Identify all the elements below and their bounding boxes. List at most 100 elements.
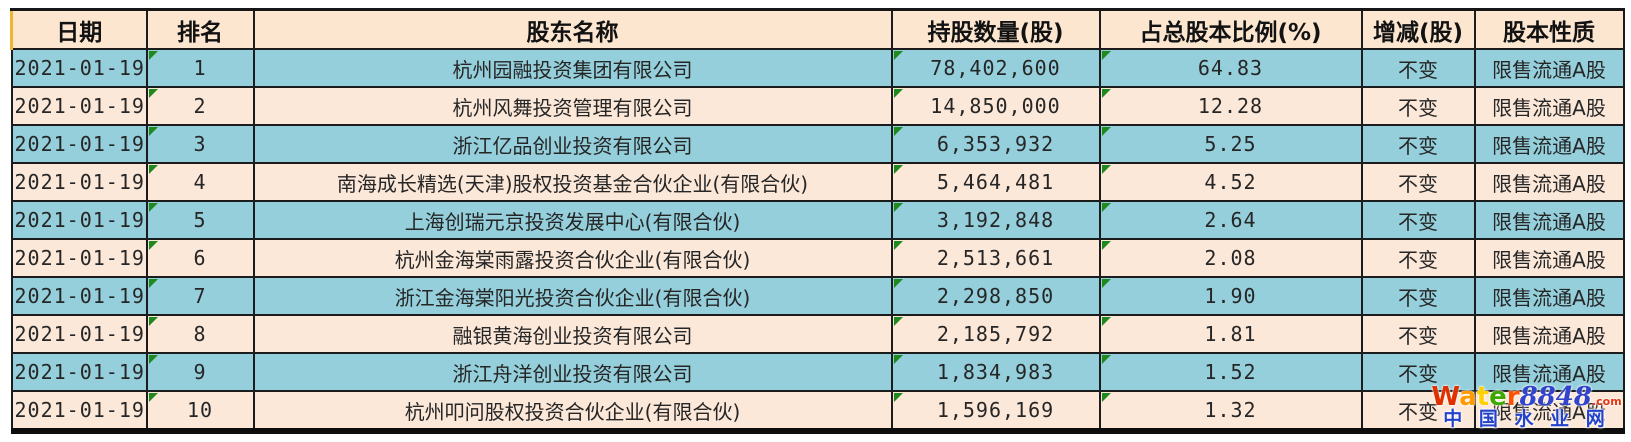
green-corner-flag-icon	[1101, 241, 1111, 250]
green-corner-flag-icon	[1101, 51, 1111, 60]
cell-shares: 3,192,848	[890, 200, 1101, 240]
cell-date: 2021-01-19	[10, 162, 148, 202]
green-corner-flag-icon	[1101, 165, 1111, 174]
table-row: 2021-01-19 7 浙江金海棠阳光投资合伙企业(有限合伙) 2,298,8…	[10, 276, 1625, 316]
change-value: 不变	[1398, 323, 1438, 348]
table-row: 2021-01-19 6 杭州金海棠雨露投资合伙企业(有限合伙) 2,513,6…	[10, 238, 1625, 278]
green-corner-flag-icon	[893, 89, 903, 98]
cell-shareholder-name: 融银黄海创业投资有限公司	[252, 314, 893, 354]
shareholder-name-value: 杭州金海棠雨露投资合伙企业(有限合伙)	[394, 247, 751, 272]
cell-shares: 14,850,000	[890, 86, 1101, 126]
cell-shares: 2,185,792	[890, 314, 1101, 354]
cell-nature: 限售流通A股	[1473, 352, 1625, 392]
change-value: 不变	[1398, 209, 1438, 234]
shares-value: 5,464,481	[936, 170, 1055, 194]
green-corner-flag-icon	[893, 355, 903, 364]
cell-percent: 1.90	[1098, 276, 1363, 316]
col-header-date: 日期	[10, 8, 148, 50]
watermark-brand: Water8848.com	[1424, 381, 1629, 412]
col-header-change: 增减(股)	[1360, 8, 1476, 50]
cell-percent: 2.64	[1098, 200, 1363, 240]
cell-change: 不变	[1360, 86, 1476, 126]
cell-change: 不变	[1360, 48, 1476, 88]
green-corner-flag-icon	[148, 279, 158, 288]
green-corner-flag-icon	[893, 393, 903, 402]
cell-shareholder-name: 上海创瑞元京投资发展中心(有限合伙)	[252, 200, 893, 240]
nature-value: 限售流通A股	[1492, 399, 1606, 424]
green-corner-flag-icon	[1101, 279, 1111, 288]
shareholder-name-value: 杭州叩问股权投资合伙企业(有限合伙)	[404, 399, 741, 424]
cell-date: 2021-01-19	[10, 238, 148, 278]
shareholder-name-value: 融银黄海创业投资有限公司	[452, 323, 693, 348]
cell-nature: 限售流通A股	[1473, 162, 1625, 202]
rank-value: 7	[193, 284, 207, 308]
cell-rank: 2	[145, 86, 255, 126]
nature-value: 限售流通A股	[1492, 209, 1606, 234]
green-corner-flag-icon	[148, 51, 158, 60]
green-corner-flag-icon	[893, 165, 903, 174]
watermark-letter: 8	[1573, 381, 1592, 412]
cell-rank: 6	[145, 238, 255, 278]
watermark-letter: W	[1431, 381, 1460, 412]
cell-shareholder-name: 南海成长精选(天津)股权投资基金合伙企业(有限合伙)	[252, 162, 893, 202]
cell-percent: 64.83	[1098, 48, 1363, 88]
cell-rank: 9	[145, 352, 255, 392]
cell-nature: 限售流通A股	[1473, 124, 1625, 164]
watermark-letter: e	[1489, 381, 1507, 412]
cell-date: 2021-01-19	[10, 86, 148, 126]
cell-shares: 1,834,983	[890, 352, 1101, 392]
percent-value: 2.08	[1204, 246, 1257, 270]
cell-change: 不变	[1360, 276, 1476, 316]
table-row: 2021-01-19 1 杭州园融投资集团有限公司 78,402,600 64.…	[10, 48, 1625, 88]
change-value: 不变	[1398, 285, 1438, 310]
rank-value: 2	[193, 94, 207, 118]
date-value: 2021-01-19	[14, 360, 145, 384]
shareholder-name-value: 杭州风舞投资管理有限公司	[452, 95, 693, 120]
percent-value: 2.64	[1204, 208, 1257, 232]
rank-value: 3	[193, 132, 207, 156]
cell-date: 2021-01-19	[10, 200, 148, 240]
green-corner-flag-icon	[1101, 89, 1111, 98]
cell-change: 不变	[1360, 200, 1476, 240]
watermark-letter: 8	[1537, 381, 1556, 412]
col-header-rank: 排名	[145, 8, 255, 50]
date-value: 2021-01-19	[14, 94, 145, 118]
shares-value: 3,192,848	[936, 208, 1055, 232]
rank-value: 9	[193, 360, 207, 384]
cell-rank: 5	[145, 200, 255, 240]
green-corner-flag-icon	[893, 51, 903, 60]
cell-percent: 5.25	[1098, 124, 1363, 164]
cell-shareholder-name: 杭州叩问股权投资合伙企业(有限合伙)	[252, 390, 893, 434]
cell-date: 2021-01-19	[10, 390, 148, 434]
date-value: 2021-01-19	[14, 56, 145, 80]
cell-nature: 限售流通A股	[1473, 48, 1625, 88]
shares-value: 78,402,600	[930, 56, 1061, 80]
cell-change: 不变	[1360, 390, 1476, 434]
green-corner-flag-icon	[893, 317, 903, 326]
table-row: 2021-01-19 10 杭州叩问股权投资合伙企业(有限合伙) 1,596,1…	[10, 390, 1625, 434]
rank-value: 5	[193, 208, 207, 232]
cell-change: 不变	[1360, 352, 1476, 392]
green-corner-flag-icon	[148, 393, 158, 402]
cell-date: 2021-01-19	[10, 314, 148, 354]
col-header-nature: 股本性质	[1473, 8, 1625, 50]
rank-value: 10	[186, 398, 214, 422]
table-row: 2021-01-19 9 浙江舟洋创业投资有限公司 1,834,983 1.52…	[10, 352, 1625, 392]
shares-value: 2,185,792	[936, 322, 1055, 346]
green-corner-flag-icon	[1101, 393, 1111, 402]
cell-date: 2021-01-19	[10, 48, 148, 88]
cell-percent: 12.28	[1098, 86, 1363, 126]
col-header-percent: 占总股本比例(%)	[1098, 8, 1363, 50]
cell-rank: 1	[145, 48, 255, 88]
table-header: 日期 排名 股东名称 持股数量(股) 占总股本比例(%) 增减(股) 股本性质	[10, 8, 1625, 50]
change-value: 不变	[1398, 247, 1438, 272]
cell-shareholder-name: 杭州金海棠雨露投资合伙企业(有限合伙)	[252, 238, 893, 278]
percent-value: 5.25	[1204, 132, 1257, 156]
nature-value: 限售流通A股	[1492, 285, 1606, 310]
shares-value: 6,353,932	[936, 132, 1055, 156]
watermark: Water8848.com 中 国 水 业 网	[1424, 381, 1629, 430]
cell-rank: 4	[145, 162, 255, 202]
green-corner-flag-icon	[1101, 355, 1111, 364]
cell-shareholder-name: 浙江亿品创业投资有限公司	[252, 124, 893, 164]
change-value: 不变	[1398, 171, 1438, 196]
